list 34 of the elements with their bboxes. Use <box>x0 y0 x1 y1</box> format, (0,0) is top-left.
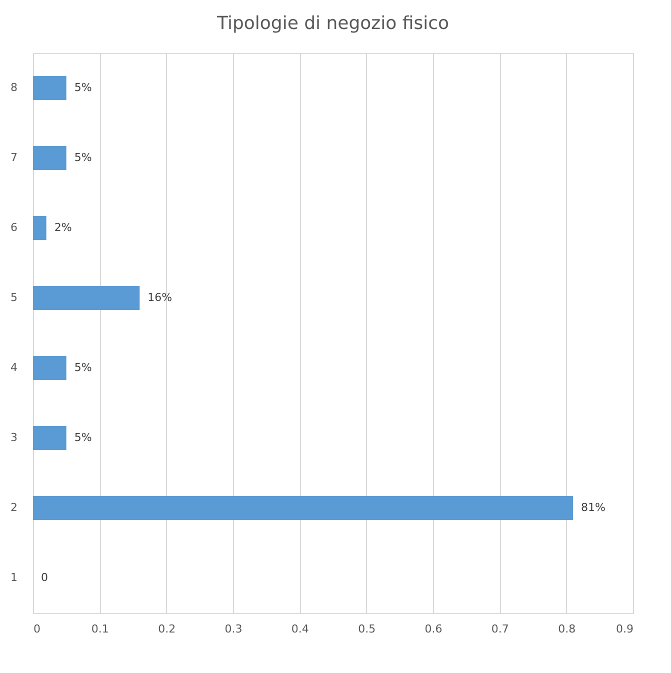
y-tick-label: 2 <box>10 501 18 514</box>
data-label: 5% <box>74 431 92 444</box>
bar <box>33 216 46 240</box>
x-tick-label: 0.2 <box>158 622 176 636</box>
y-tick-label: 3 <box>10 431 18 444</box>
y-tick-label: 5 <box>10 291 18 304</box>
data-label: 2% <box>54 221 72 234</box>
x-tick-label: 0.5 <box>358 622 376 636</box>
y-tick-label: 1 <box>10 571 18 584</box>
data-label: 5% <box>74 361 92 374</box>
bar <box>33 426 66 450</box>
x-tick-label: 0.1 <box>91 622 109 636</box>
x-tick-label: 0.6 <box>424 622 442 636</box>
x-tick-label: 0.7 <box>491 622 509 636</box>
x-tick-label: 0.4 <box>291 622 309 636</box>
y-tick-label: 8 <box>10 81 18 94</box>
y-tick-label: 6 <box>10 221 18 234</box>
chart-title: Tipologie di negozio fisico <box>216 13 449 34</box>
bar <box>33 76 66 100</box>
x-tick-label: 0 <box>34 622 40 636</box>
bar <box>33 356 66 380</box>
bar <box>33 496 573 520</box>
data-label: 81% <box>581 501 606 514</box>
data-label: 16% <box>148 291 172 304</box>
y-tick-label: 7 <box>10 151 18 164</box>
bar <box>33 286 140 310</box>
data-label: 5% <box>74 151 92 164</box>
data-label: 5% <box>74 81 92 94</box>
x-tick-label: 0.8 <box>558 622 576 636</box>
x-tick-label: 0.9 <box>616 622 634 636</box>
x-tick-label: 0.3 <box>224 622 242 636</box>
bar <box>33 146 66 170</box>
y-tick-label: 4 <box>10 361 18 374</box>
data-label: 0 <box>41 571 48 584</box>
